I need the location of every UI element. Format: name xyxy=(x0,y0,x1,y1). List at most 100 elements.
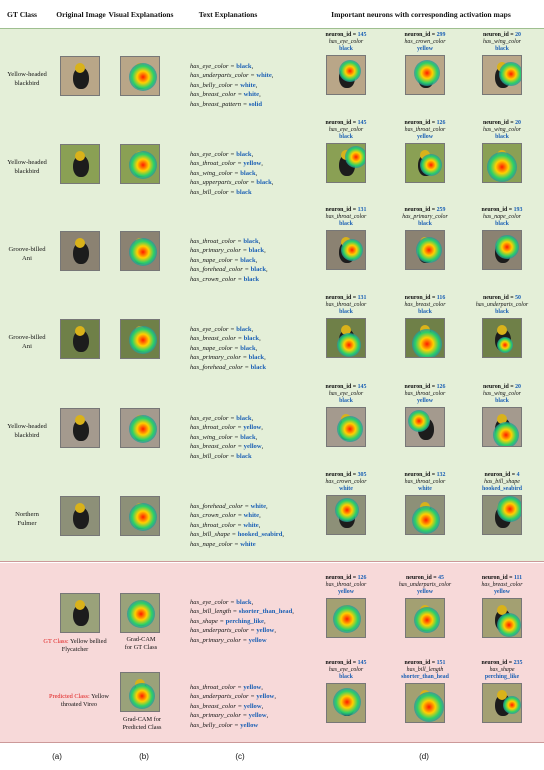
neuron-value: black xyxy=(339,309,353,316)
neuron-attribute: has_wing_color xyxy=(483,391,521,398)
neuron-value: black xyxy=(495,309,509,316)
activation-map xyxy=(405,598,445,638)
attribute-value: black xyxy=(240,169,256,177)
attribute-name: has_forehead_color xyxy=(190,266,243,274)
neuron-caption: neuron_id = 299 has_crown_color yellow xyxy=(404,32,446,53)
neuron-caption: neuron_id = 20 has_wing_color black xyxy=(483,120,521,141)
neuron-prefix: neuron_id xyxy=(404,295,431,301)
predicted-class-caption: Predicted Class: Yellow throated Vireo xyxy=(38,693,120,709)
gt-class-line: Groove-billed xyxy=(8,334,46,341)
attribute-value: white xyxy=(256,72,272,80)
gt-class-line: blackbird xyxy=(14,80,40,87)
gt-class-name: Yellow bellied xyxy=(69,638,107,645)
attribute-value: white xyxy=(250,503,267,510)
attribute-value: black xyxy=(250,363,267,371)
original-image xyxy=(60,144,100,184)
attribute-name: has_throat_color xyxy=(190,684,236,691)
activation-map xyxy=(405,143,445,183)
neuron-id: 126 xyxy=(357,575,367,581)
neuron-id: 299 xyxy=(436,32,446,38)
neuron-caption: neuron_id = 126 has_throat_color yellow xyxy=(404,384,446,405)
attribute-name: has_belly_color xyxy=(190,81,233,89)
activation-map xyxy=(326,683,366,723)
attribute-value: black xyxy=(240,433,256,441)
predicted-class-name: Yellow xyxy=(91,693,109,700)
neuron-id: 145 xyxy=(357,120,367,126)
neuron-caption: neuron_id = 259 has_primary_color black xyxy=(402,207,448,228)
original-image xyxy=(60,496,100,536)
correct-examples-panel xyxy=(0,28,544,562)
neuron-id: 151 xyxy=(436,660,446,666)
activation-map xyxy=(405,407,445,447)
activation-map xyxy=(482,318,522,358)
attribute-name: has_nape_color xyxy=(190,256,233,264)
neuron-id: 20 xyxy=(515,32,521,38)
neuron-id: 305 xyxy=(357,472,367,478)
neuron-attribute: has_crown_color xyxy=(404,39,446,46)
gt-class-label: Groove-billed Ani xyxy=(2,333,52,351)
attribute-value: white xyxy=(243,521,259,529)
neuron-prefix: neuron_id xyxy=(325,660,352,666)
neuron-value: white xyxy=(418,486,432,493)
attribute-value: black xyxy=(236,151,252,158)
gt-class-label: Yellow-headed blackbird xyxy=(2,422,52,440)
neuron-value: hooked_seabird xyxy=(482,486,522,493)
activation-map xyxy=(405,55,445,95)
gradcam-gt-caption: Grad-CAM for GT Class xyxy=(116,636,166,652)
neuron-value: yellow xyxy=(493,589,511,596)
neuron-caption: neuron_id = 145 has_eye_color black xyxy=(325,120,367,141)
attribute-name: has_throat_color xyxy=(190,238,236,245)
attribute-name: has_throat_color xyxy=(190,160,236,168)
attribute-name: has_breast_color xyxy=(190,91,236,99)
attribute-name: has_underparts_color xyxy=(190,693,249,701)
attribute-value: black xyxy=(236,452,252,460)
neuron-prefix: neuron_id xyxy=(484,472,511,478)
original-image xyxy=(60,408,100,448)
neuron-attribute: has_bill_shape xyxy=(484,479,520,486)
label-b: (b) xyxy=(139,752,149,761)
attribute-value: yellow xyxy=(243,684,262,691)
header-text-explanations: Text Explanations xyxy=(198,10,258,19)
attribute-value: yellow xyxy=(248,636,267,644)
neuron-caption: neuron_id = 193 has_nape_color black xyxy=(481,207,523,228)
activation-map xyxy=(482,143,522,183)
neuron-caption: neuron_id = 145 has_eye_color black xyxy=(325,32,367,53)
neuron-value: yellow xyxy=(416,398,434,405)
neuron-caption: neuron_id = 50 has_underparts_color black xyxy=(475,295,529,316)
neuron-caption: neuron_id = 151 has_bill_length shorter_th… xyxy=(401,660,449,681)
neuron-caption: neuron_id = 132 has_throat_color white xyxy=(404,472,446,493)
neuron-id: 20 xyxy=(515,384,521,390)
attribute-value: hooked_seabird xyxy=(237,531,283,539)
activation-map xyxy=(326,598,366,638)
neuron-prefix: neuron_id xyxy=(404,472,431,478)
activation-map xyxy=(482,55,522,95)
original-image xyxy=(60,56,100,96)
gt-class-line: Ani xyxy=(22,255,32,262)
gt-class-line: Groove-billed xyxy=(8,246,46,253)
neuron-caption: neuron_id = 131 has_throat_color black xyxy=(325,207,367,228)
attribute-value: black xyxy=(236,599,252,606)
attribute-value: black xyxy=(236,326,252,333)
neuron-id: 193 xyxy=(513,207,523,213)
column-header: GT Class Original Image Visual Explanati… xyxy=(0,0,544,28)
neuron-value: white xyxy=(339,486,353,493)
attribute-value: black xyxy=(248,354,265,362)
attribute-name: has_wing_color xyxy=(190,169,233,177)
attribute-value: white xyxy=(243,512,260,520)
neuron-prefix: neuron_id xyxy=(404,207,431,213)
activation-map xyxy=(326,407,366,447)
gt-class-line: Yellow-headed xyxy=(7,71,47,78)
attribute-value: yellow xyxy=(243,424,262,432)
neuron-id: 145 xyxy=(357,660,367,666)
gradcam-image xyxy=(120,144,160,184)
neuron-value: black xyxy=(495,46,509,53)
activation-map xyxy=(482,683,522,723)
neuron-id: 50 xyxy=(515,295,521,301)
neuron-value: black xyxy=(339,398,353,405)
gradcam-image xyxy=(120,408,160,448)
gradcam-gt-image xyxy=(120,593,160,633)
attribute-name: has_throat_color xyxy=(190,424,236,432)
neuron-prefix: neuron_id xyxy=(481,207,508,213)
gt-class-label: Yellow-headed blackbird xyxy=(2,70,52,88)
attribute-value: black xyxy=(240,344,256,352)
